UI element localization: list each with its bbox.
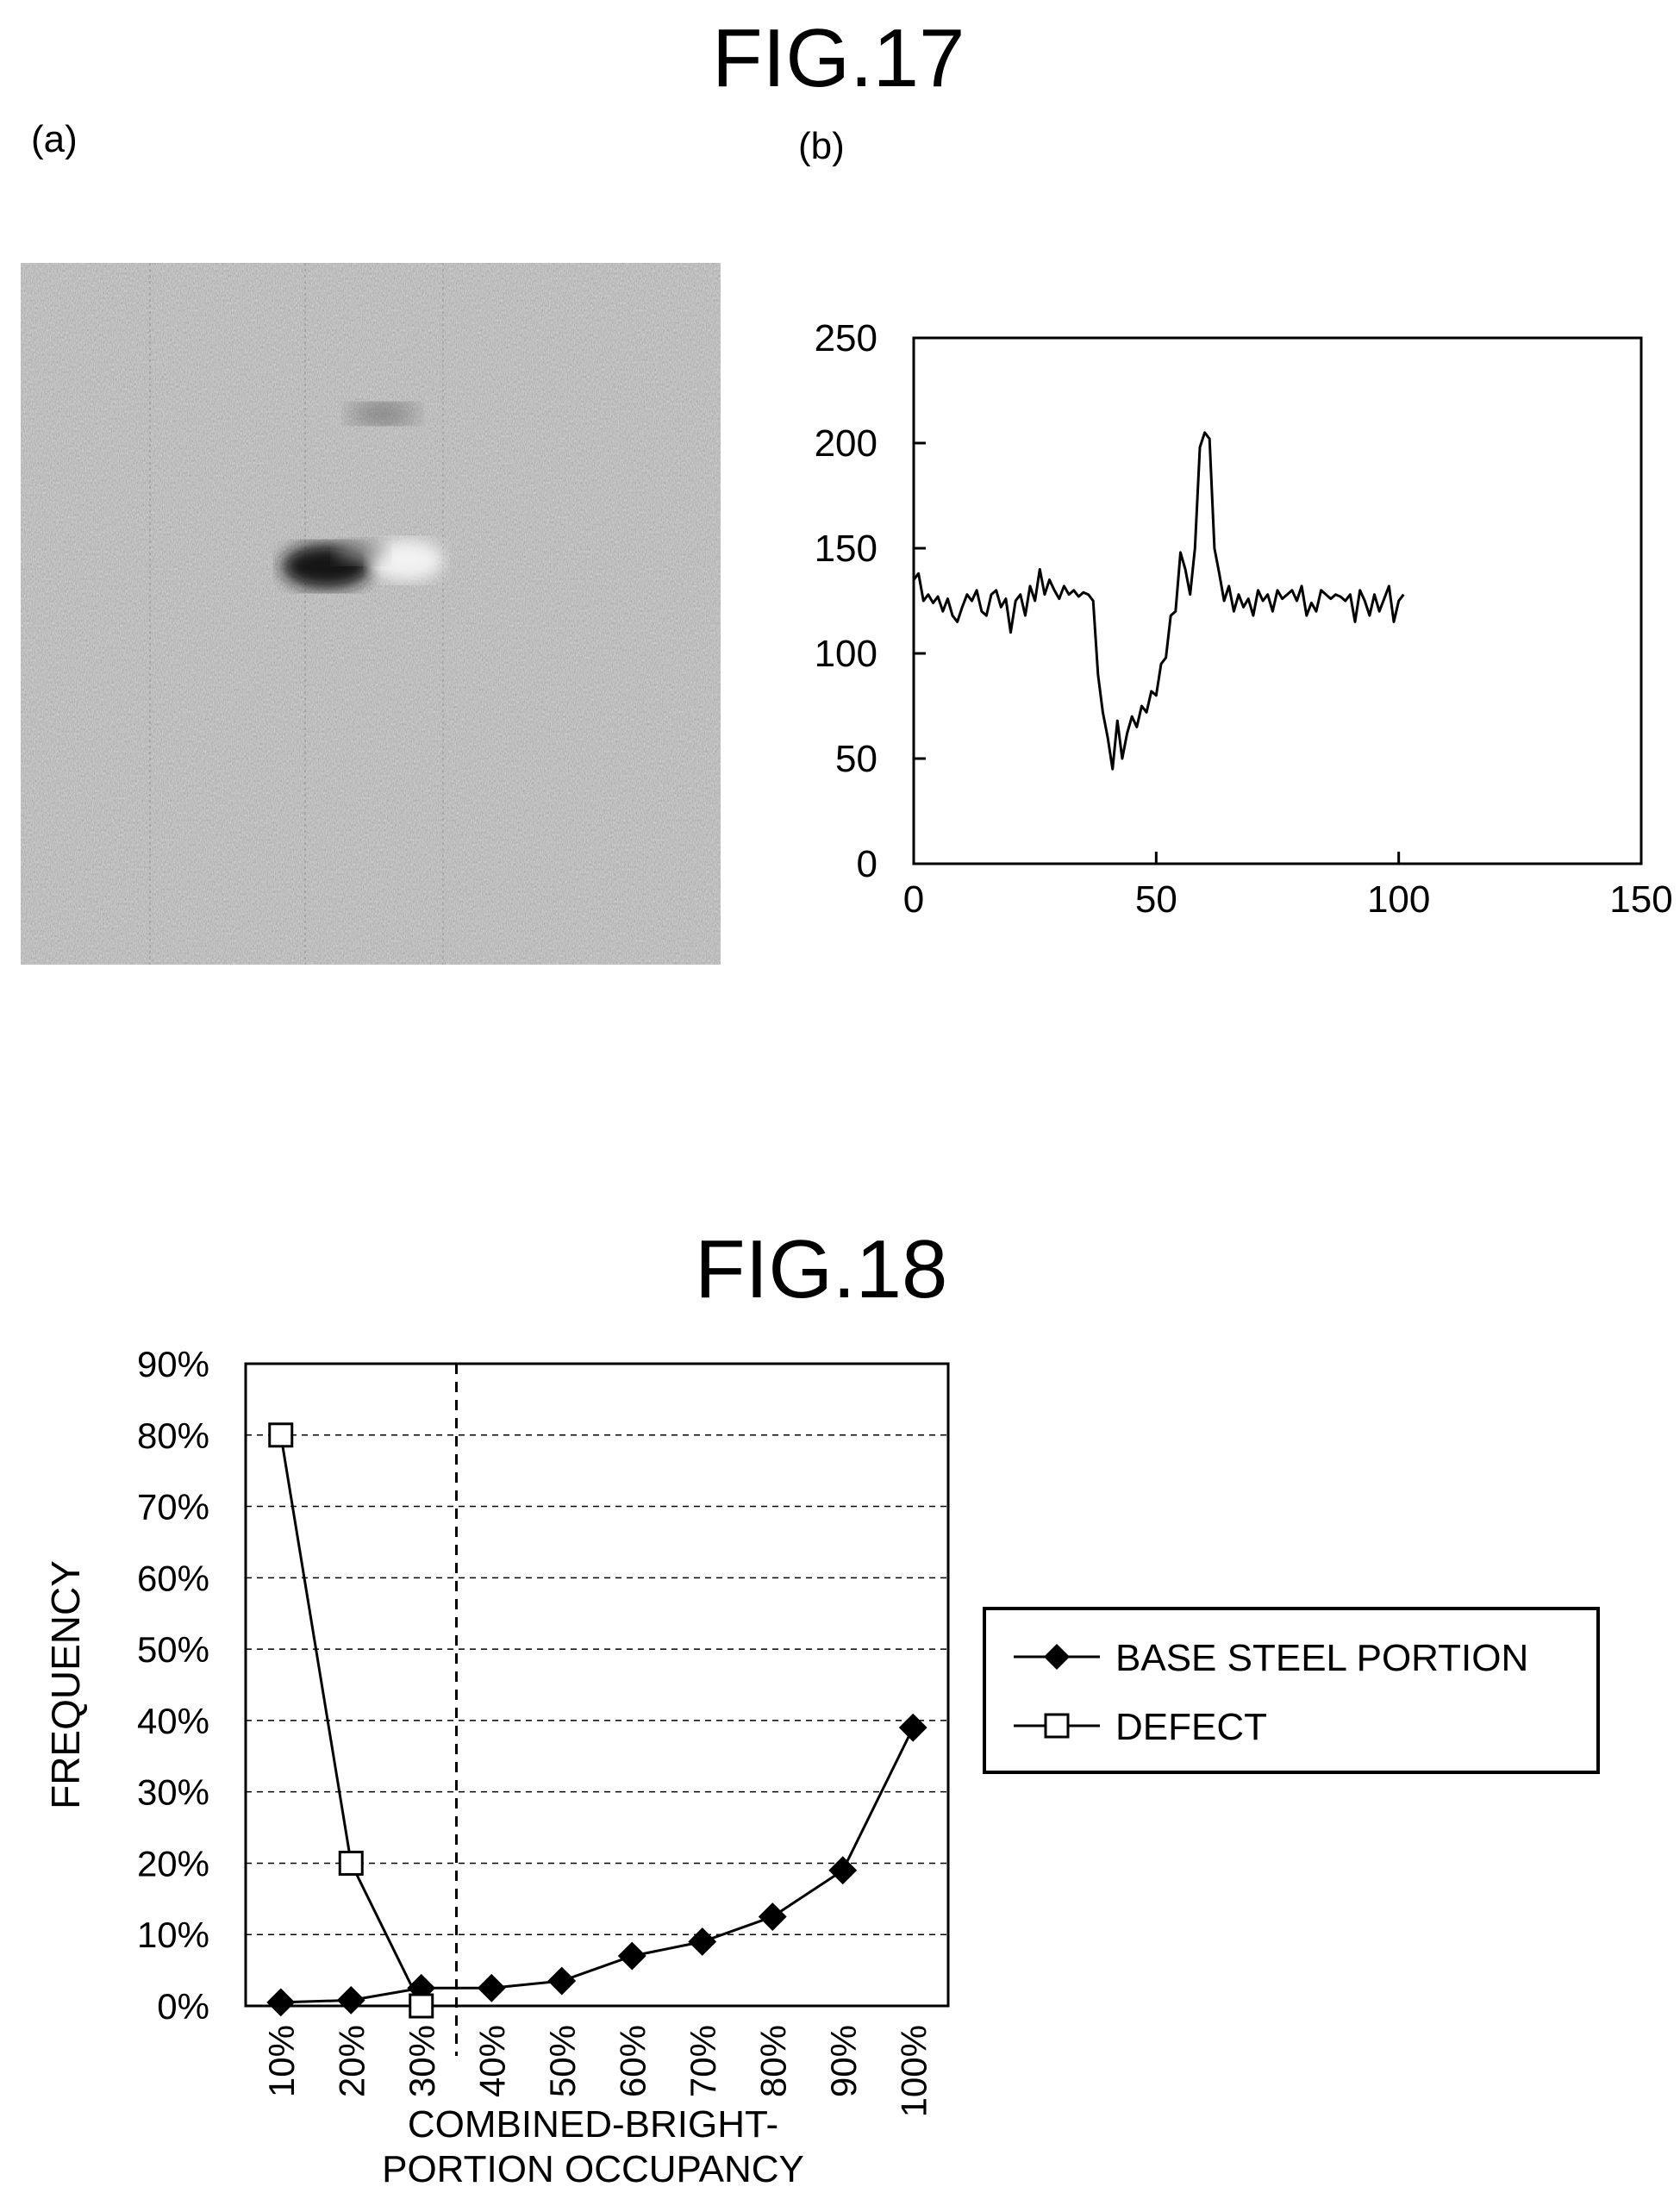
fig18-y-tick-label: 80% [137, 1415, 209, 1456]
fig18-y-tick-label: 90% [137, 1344, 209, 1384]
fig18-x-tick-label: 50% [542, 2025, 583, 2097]
fig18-y-tick-label: 20% [137, 1843, 209, 1884]
fig17-title: FIG.17 [712, 17, 965, 100]
fig17b-profile-chart: 0 50 100 150 200 250 0 50 100 150 [759, 302, 1680, 957]
fig18-x-tick-label: 70% [683, 2025, 723, 2097]
defect-micrograph-image [21, 263, 721, 965]
fig18-x-tick-label: 10% [261, 2025, 302, 2097]
fig18-y-tick-label: 40% [137, 1701, 209, 1741]
fig18-y-tick-label: 60% [137, 1558, 209, 1598]
fig18-base-steel-point [478, 1975, 504, 2001]
fig18-x-tick-label: 40% [472, 2025, 512, 2097]
fig18-x-tick-label: 30% [402, 2025, 442, 2097]
fig17b-x-tick-label: 50 [1135, 878, 1177, 921]
fig17b-y-tick-label: 250 [815, 317, 877, 359]
fig17b-x-tick-label: 0 [903, 878, 924, 921]
fig18-y-tick-label: 10% [137, 1915, 209, 1955]
fig18-base-steel-point [830, 1858, 856, 1884]
fig17b-profile-line [914, 433, 1403, 769]
fig18-y-tick-label: 30% [137, 1772, 209, 1813]
fig18-base-steel-point [900, 1715, 926, 1740]
fig18-defect-point [340, 1852, 362, 1874]
fig18-y-tick-label: 50% [137, 1629, 209, 1670]
fig17b-y-tick-label: 0 [857, 843, 877, 885]
fig18-x-tick-label: 80% [753, 2025, 793, 2097]
fig18-base-steel-point [619, 1943, 645, 1969]
fig17b-x-tick-label: 150 [1609, 878, 1672, 921]
fig18-y-axis-label: FREQUENCY [43, 1560, 88, 1809]
fig17b-y-tick-label: 150 [815, 528, 877, 570]
fig18-x-tick-label: 100% [893, 2025, 934, 2117]
fig18-title: FIG.18 [695, 1228, 947, 1311]
fig18-defect-point [270, 1424, 292, 1446]
fig17b-y-tick-label: 200 [815, 422, 877, 465]
fig18-base-steel-point [549, 1968, 575, 1994]
fig18-base-steel-point [338, 1987, 364, 2013]
panel-b-label: (b) [798, 128, 845, 166]
fig18-x-axis-label: PORTION OCCUPANCY [382, 2148, 804, 2190]
fig18-base-steel-point [759, 1904, 785, 1930]
fig18-plot-border [246, 1364, 948, 2006]
fig18-y-tick-label: 70% [137, 1487, 209, 1527]
fig18-legend-box [984, 1609, 1598, 1772]
fig18-x-tick-label: 20% [331, 2025, 372, 2097]
fig18-legend-label: BASE STEEL PORTION [1115, 1637, 1528, 1679]
panel-a-label: (a) [31, 121, 78, 159]
fig18-base-steel-line [281, 1727, 914, 2002]
fig18-x-tick-label: 90% [823, 2025, 864, 2097]
fig18-legend-square-marker [1046, 1715, 1068, 1737]
fig17b-y-tick-label: 50 [835, 738, 877, 780]
fig17b-y-tick-label: 100 [815, 633, 877, 675]
fig18-y-tick-label: 0% [157, 1986, 209, 2027]
fig18-legend-label: DEFECT [1115, 1706, 1267, 1748]
fig18-defect-point [410, 1995, 433, 2017]
fig18-base-steel-point [690, 1929, 715, 1955]
fig17b-x-tick-label: 100 [1367, 878, 1430, 921]
fig18-frequency-chart: 0% 10% 20% 30% 40% 50% 60% 70% 80% 90% 10% 20% 30% 40… [0, 1319, 1680, 2199]
fig18-x-axis-label: COMBINED-BRIGHT- [408, 2103, 778, 2146]
fig18-base-steel-point [268, 1990, 294, 2015]
fig18-x-tick-label: 60% [612, 2025, 653, 2097]
